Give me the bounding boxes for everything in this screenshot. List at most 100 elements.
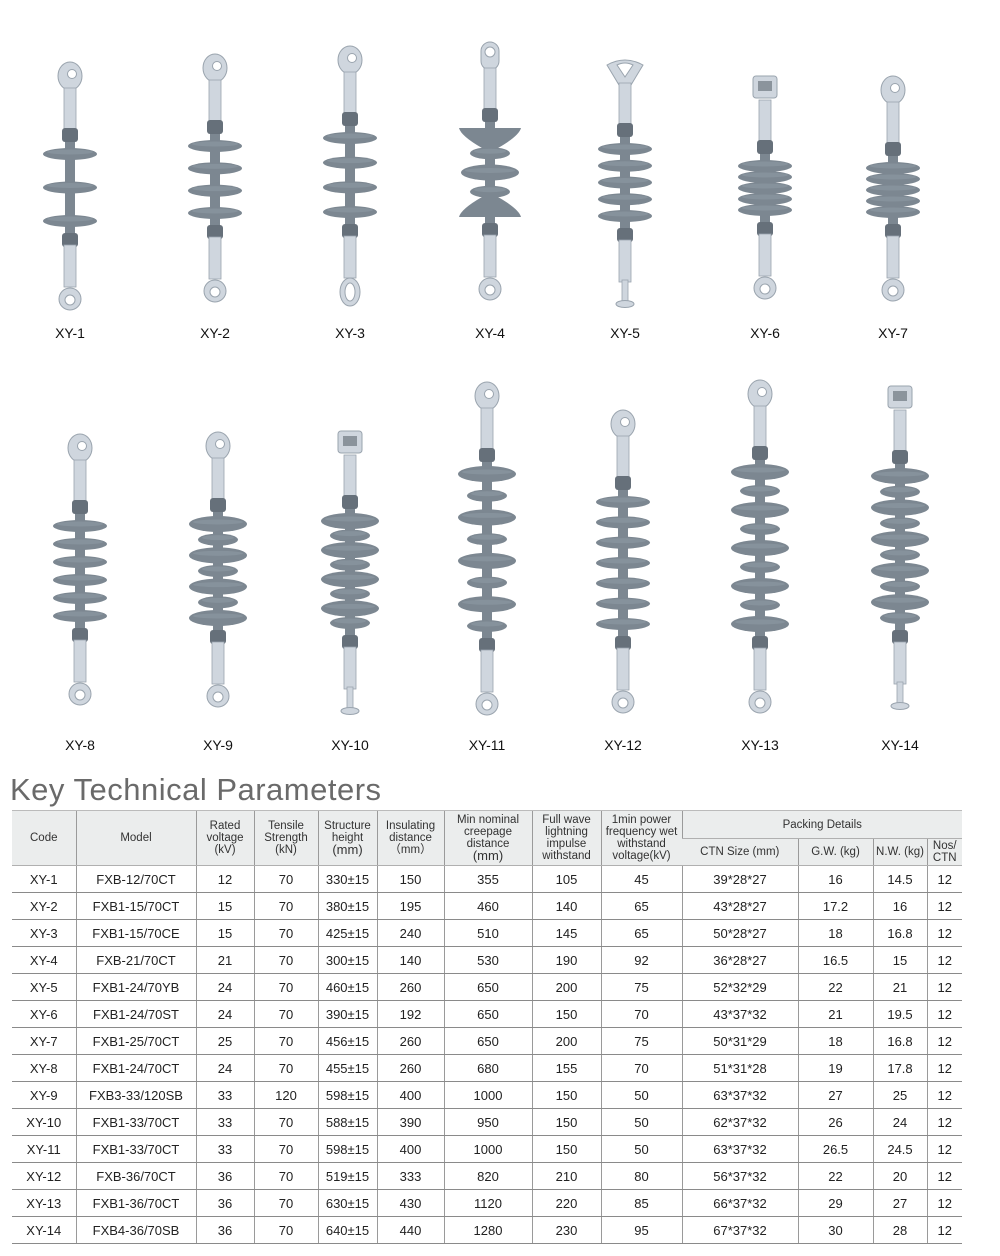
product-code-label: XY-14 [881,737,919,753]
cell-gross-weight: 26.5 [797,1135,873,1163]
product-item: XY-7 [833,74,953,341]
cell-power-frequency: 92 [600,946,682,974]
cell-model: FXB1-15/70CT [75,892,196,920]
cell-net-weight: 14.5 [872,865,927,893]
cell-net-weight: 16.8 [872,919,927,947]
header-structure-height: Structure height (mm) [317,810,377,866]
cell-code: XY-7 [12,1027,76,1055]
cell-net-weight: 16.8 [872,1027,927,1055]
cell-model: FXB1-15/70CE [75,919,196,947]
cell-lightning-impulse: 220 [531,1189,601,1217]
cell-lightning-impulse: 150 [531,1081,601,1109]
cell-model: FXB-21/70CT [75,946,196,974]
cell-nos-per-ctn: 12 [926,1189,962,1217]
cell-power-frequency: 70 [600,1000,682,1028]
cell-creepage-distance: 680 [443,1054,532,1082]
cell-creepage-distance: 1000 [443,1081,532,1109]
table-row: XY-9 FXB3-33/120SB 33 120 598±15 400 1000 150 50… [12,1081,962,1109]
cell-rated-voltage: 24 [195,1054,254,1082]
cell-structure-height: 460±15 [317,973,377,1001]
cell-ctn-size: 50*31*29 [681,1027,798,1055]
cell-gross-weight: 22 [797,973,873,1001]
cell-nos-per-ctn: 12 [926,1081,962,1109]
cell-lightning-impulse: 150 [531,1000,601,1028]
cell-ctn-size: 36*28*27 [681,946,798,974]
cell-model: FXB-12/70CT [75,865,196,893]
cell-lightning-impulse: 150 [531,1135,601,1163]
cell-gross-weight: 30 [797,1216,873,1244]
insulator-image [430,40,550,309]
insulator-image [833,74,953,310]
cell-tensile-strength: 70 [253,973,318,1001]
cell-structure-height: 640±15 [317,1216,377,1244]
cell-power-frequency: 95 [600,1216,682,1244]
cell-rated-voltage: 25 [195,1027,254,1055]
header-insulating-distance: Insulating distance （mm） [376,810,444,866]
cell-lightning-impulse: 230 [531,1216,601,1244]
cell-tensile-strength: 70 [253,946,318,974]
cell-rated-voltage: 24 [195,973,254,1001]
cell-structure-height: 456±15 [317,1027,377,1055]
cell-creepage-distance: 1120 [443,1189,532,1217]
product-item: XY-6 [705,72,825,341]
cell-ctn-size: 43*28*27 [681,892,798,920]
header-code: Code [12,810,76,866]
product-code-label: XY-5 [610,325,640,341]
cell-lightning-impulse: 155 [531,1054,601,1082]
cell-rated-voltage: 36 [195,1189,254,1217]
cell-code: XY-1 [12,865,76,893]
cell-insulating-distance: 390 [376,1108,444,1136]
product-code-label: XY-1 [55,325,85,341]
cell-net-weight: 20 [872,1162,927,1190]
cell-nos-per-ctn: 12 [926,1054,962,1082]
table-body: XY-1 FXB-12/70CT 12 70 330±15 150 355 105 45 39*2… [12,865,962,1244]
insulator-image [290,44,410,310]
cell-tensile-strength: 120 [253,1081,318,1109]
cell-creepage-distance: 510 [443,919,532,947]
cell-rated-voltage: 24 [195,1000,254,1028]
cell-code: XY-14 [12,1216,76,1244]
product-item: XY-9 [158,430,278,753]
cell-net-weight: 16 [872,892,927,920]
product-code-label: XY-12 [604,737,642,753]
cell-gross-weight: 18 [797,919,873,947]
cell-insulating-distance: 195 [376,892,444,920]
cell-net-weight: 19.5 [872,1000,927,1028]
header-creepage-distance: Min nominal creepage distance (mm) [443,810,532,866]
cell-structure-height: 630±15 [317,1189,377,1217]
cell-power-frequency: 50 [600,1081,682,1109]
cell-model: FXB1-24/70ST [75,1000,196,1028]
cell-nos-per-ctn: 12 [926,865,962,893]
cell-structure-height: 425±15 [317,919,377,947]
cell-creepage-distance: 1280 [443,1216,532,1244]
cell-creepage-distance: 460 [443,892,532,920]
cell-structure-height: 380±15 [317,892,377,920]
cell-net-weight: 28 [872,1216,927,1244]
product-item: XY-2 [155,52,275,341]
product-item: XY-11 [427,380,547,753]
cell-nos-per-ctn: 12 [926,1162,962,1190]
cell-rated-voltage: 21 [195,946,254,974]
product-item: XY-5 [565,55,685,341]
header-ctn-size: CTN Size (mm) [682,838,798,866]
cell-creepage-distance: 1000 [443,1135,532,1163]
cell-power-frequency: 85 [600,1189,682,1217]
product-item: XY-13 [700,378,820,753]
header-power-frequency: 1min power frequency wet withstand voltage(… [600,810,682,866]
cell-creepage-distance: 950 [443,1108,532,1136]
product-code-label: XY-10 [331,737,369,753]
cell-structure-height: 390±15 [317,1000,377,1028]
cell-net-weight: 15 [872,946,927,974]
cell-lightning-impulse: 200 [531,1027,601,1055]
cell-gross-weight: 16 [797,865,873,893]
cell-ctn-size: 51*31*28 [681,1054,798,1082]
cell-net-weight: 24 [872,1108,927,1136]
product-code-label: XY-9 [203,737,233,753]
cell-gross-weight: 16.5 [797,946,873,974]
header-lightning-impulse: Full wave lightning impulse withstand [531,810,601,866]
cell-gross-weight: 21 [797,1000,873,1028]
cell-tensile-strength: 70 [253,1027,318,1055]
cell-power-frequency: 65 [600,892,682,920]
cell-nos-per-ctn: 12 [926,892,962,920]
cell-insulating-distance: 333 [376,1162,444,1190]
